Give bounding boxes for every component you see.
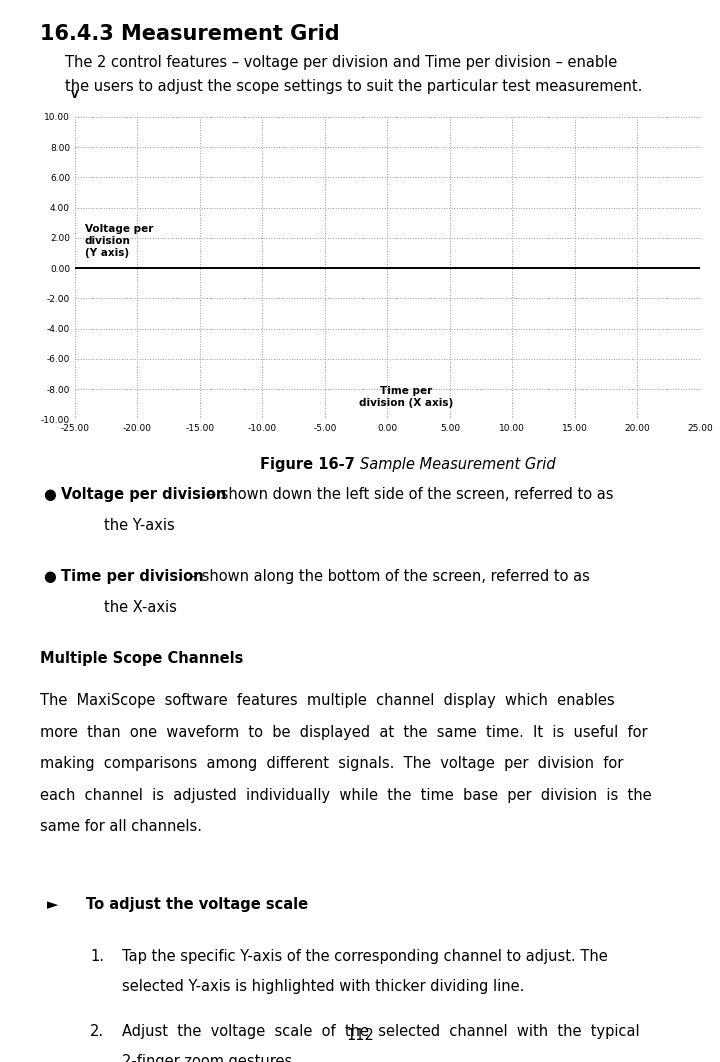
Text: – shown along the bottom of the screen, referred to as: – shown along the bottom of the screen, … [185, 569, 590, 584]
Text: selected Y-axis is highlighted with thicker dividing line.: selected Y-axis is highlighted with thic… [122, 979, 525, 994]
Text: V: V [71, 90, 78, 100]
Text: Voltage per division: Voltage per division [61, 487, 227, 502]
Text: ●: ● [43, 487, 56, 502]
Text: 1.: 1. [90, 949, 104, 964]
Text: the Y-axis: the Y-axis [104, 518, 175, 533]
Text: To adjust the voltage scale: To adjust the voltage scale [86, 897, 309, 912]
Text: 2.: 2. [90, 1024, 104, 1039]
Text: the users to adjust the scope settings to suit the particular test measurement.: the users to adjust the scope settings t… [65, 79, 642, 93]
Text: the X-axis: the X-axis [104, 600, 177, 615]
Text: 16.4.3 Measurement Grid: 16.4.3 Measurement Grid [40, 24, 339, 45]
Text: making  comparisons  among  different  signals.  The  voltage  per  division  fo: making comparisons among different signa… [40, 756, 623, 771]
Text: ►: ► [47, 897, 58, 912]
Text: Time per division: Time per division [61, 569, 204, 584]
Text: 112: 112 [346, 1028, 374, 1043]
Text: more  than  one  waveform  to  be  displayed  at  the  same  time.  It  is  usef: more than one waveform to be displayed a… [40, 724, 647, 739]
Text: same for all channels.: same for all channels. [40, 819, 202, 835]
Text: Tap the specific Y-axis of the corresponding channel to adjust. The: Tap the specific Y-axis of the correspon… [122, 949, 608, 964]
Text: ●: ● [43, 569, 56, 584]
Text: Figure 16-7: Figure 16-7 [260, 457, 360, 472]
Text: The  MaxiScope  software  features  multiple  channel  display  which  enables: The MaxiScope software features multiple… [40, 693, 614, 708]
Text: Adjust  the  voltage  scale  of  the  selected  channel  with  the  typical: Adjust the voltage scale of the selected… [122, 1024, 640, 1039]
Text: The 2 control features – voltage per division and Time per division – enable: The 2 control features – voltage per div… [65, 55, 617, 70]
Text: – shown down the left side of the screen, referred to as: – shown down the left side of the screen… [204, 487, 613, 502]
Text: each  channel  is  adjusted  individually  while  the  time  base  per  division: each channel is adjusted individually wh… [40, 788, 651, 803]
Text: 2-finger zoom gestures.: 2-finger zoom gestures. [122, 1054, 297, 1062]
Text: Voltage per
division
(Y axis): Voltage per division (Y axis) [85, 224, 153, 257]
Text: Multiple Scope Channels: Multiple Scope Channels [40, 651, 243, 666]
Text: Sample Measurement Grid: Sample Measurement Grid [360, 457, 556, 472]
Text: Time per
division (X axis): Time per division (X axis) [359, 386, 453, 408]
